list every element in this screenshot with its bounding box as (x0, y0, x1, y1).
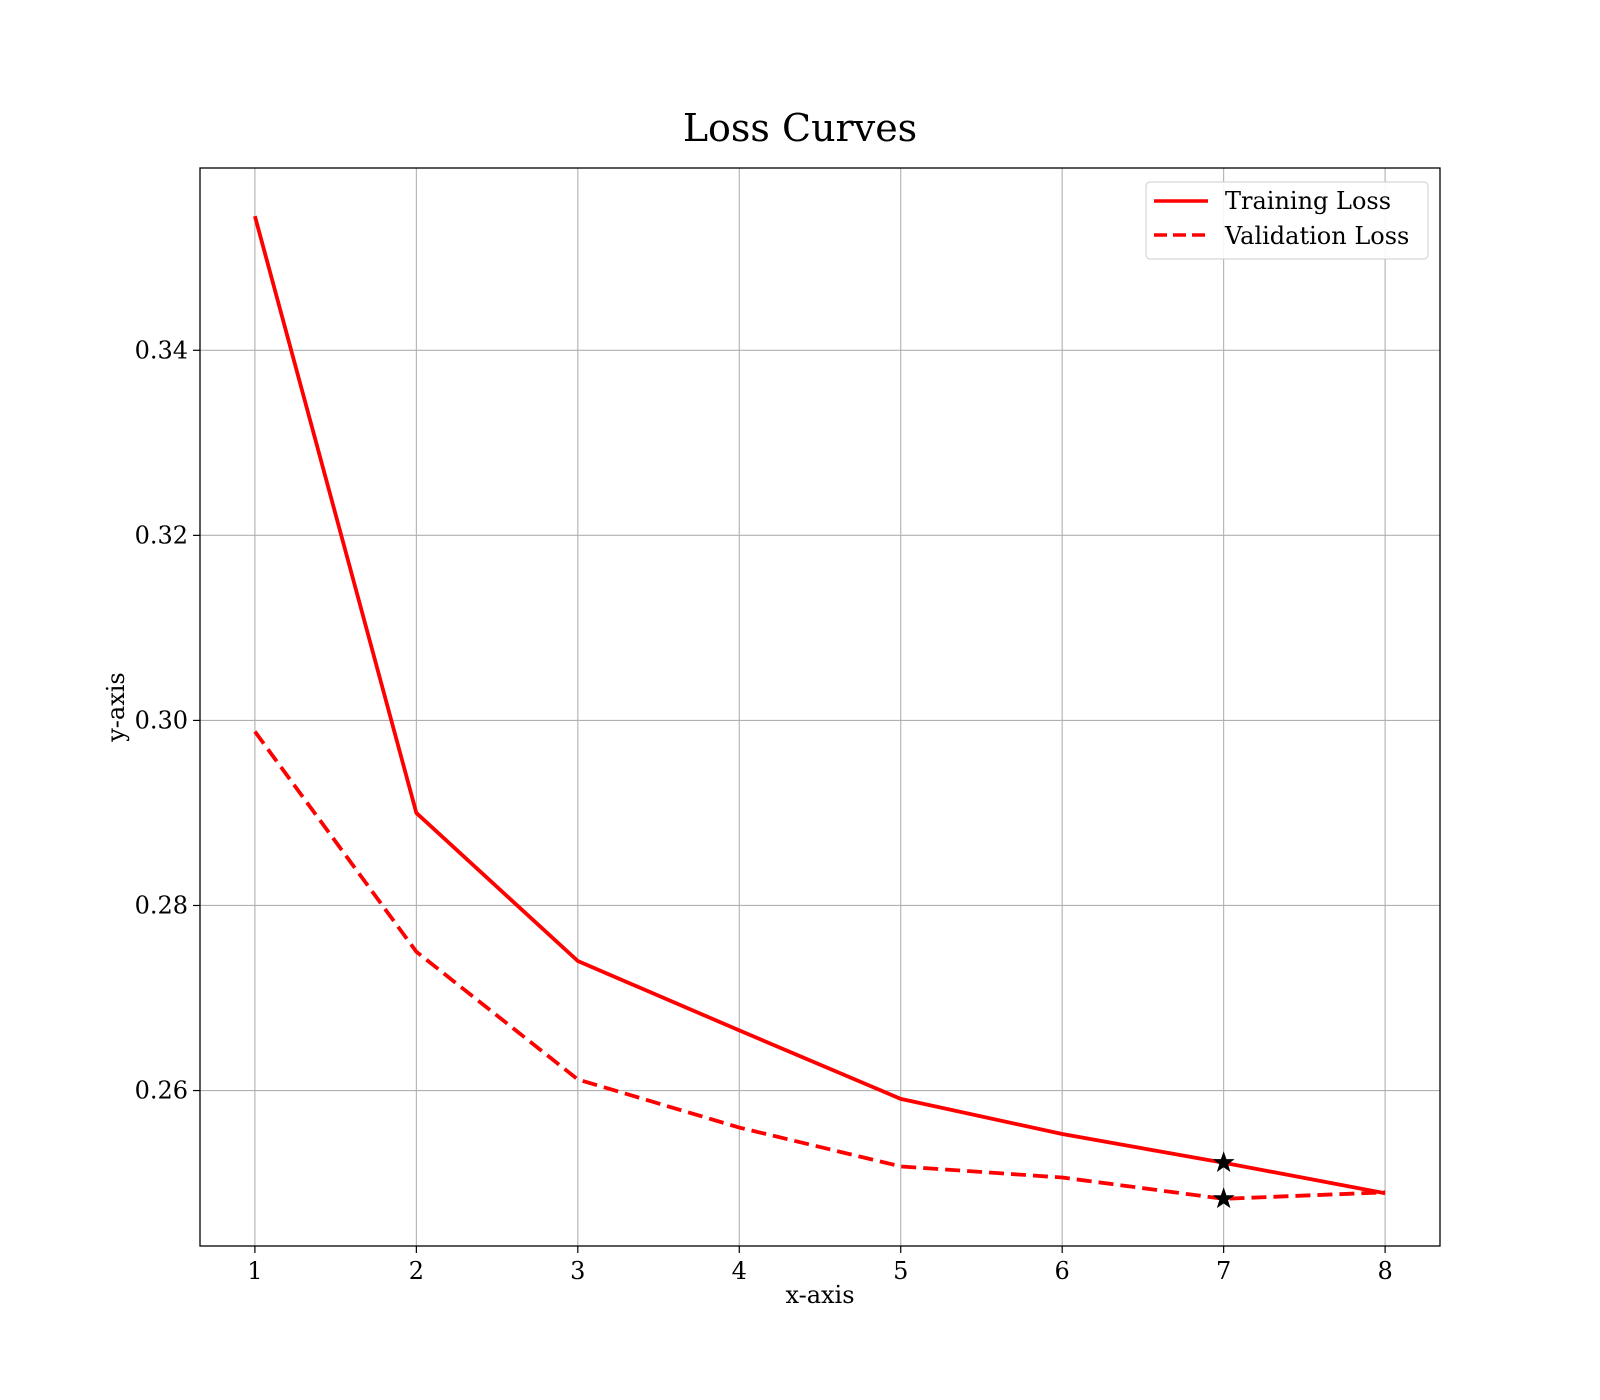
y-tick-label: 0.34 (135, 336, 188, 364)
marker-layer (1212, 1151, 1235, 1209)
training-loss-star-marker (1212, 1151, 1235, 1173)
x-tick-label: 5 (893, 1257, 908, 1285)
y-axis-label: y-axis (102, 672, 130, 743)
x-tick-label: 3 (570, 1257, 585, 1285)
y-ticks: 0.26 0.28 0.30 0.32 0.34 (135, 336, 200, 1105)
x-tick-label: 1 (247, 1257, 262, 1285)
y-tick-label: 0.30 (135, 706, 188, 734)
legend-box (1145, 181, 1429, 260)
chart-title: Loss Curves (683, 106, 917, 150)
validation-loss-line (253, 730, 1386, 1201)
x-tick-label: 8 (1377, 1257, 1392, 1285)
series-layer (253, 215, 1386, 1201)
x-tick-label: 6 (1055, 1257, 1070, 1285)
grid (200, 168, 1440, 1246)
y-tick-label: 0.32 (135, 521, 188, 549)
training-loss-line (253, 215, 1386, 1196)
legend: Training Loss Validation Loss (1145, 181, 1429, 260)
legend-training-loss-label: Training Loss (1225, 187, 1391, 215)
x-axis-label: x-axis (785, 1281, 854, 1309)
validation-loss-star-marker (1212, 1187, 1235, 1209)
y-tick-label: 0.26 (135, 1077, 188, 1105)
y-tick-label: 0.28 (135, 891, 188, 919)
x-ticks: 1 2 3 4 5 6 7 8 (247, 1246, 1393, 1285)
x-tick-label: 2 (409, 1257, 424, 1285)
plot-frame (199, 167, 1441, 1247)
x-tick-label: 4 (732, 1257, 747, 1285)
x-tick-label: 7 (1216, 1257, 1231, 1285)
legend-validation-loss-label: Validation Loss (1224, 222, 1409, 250)
